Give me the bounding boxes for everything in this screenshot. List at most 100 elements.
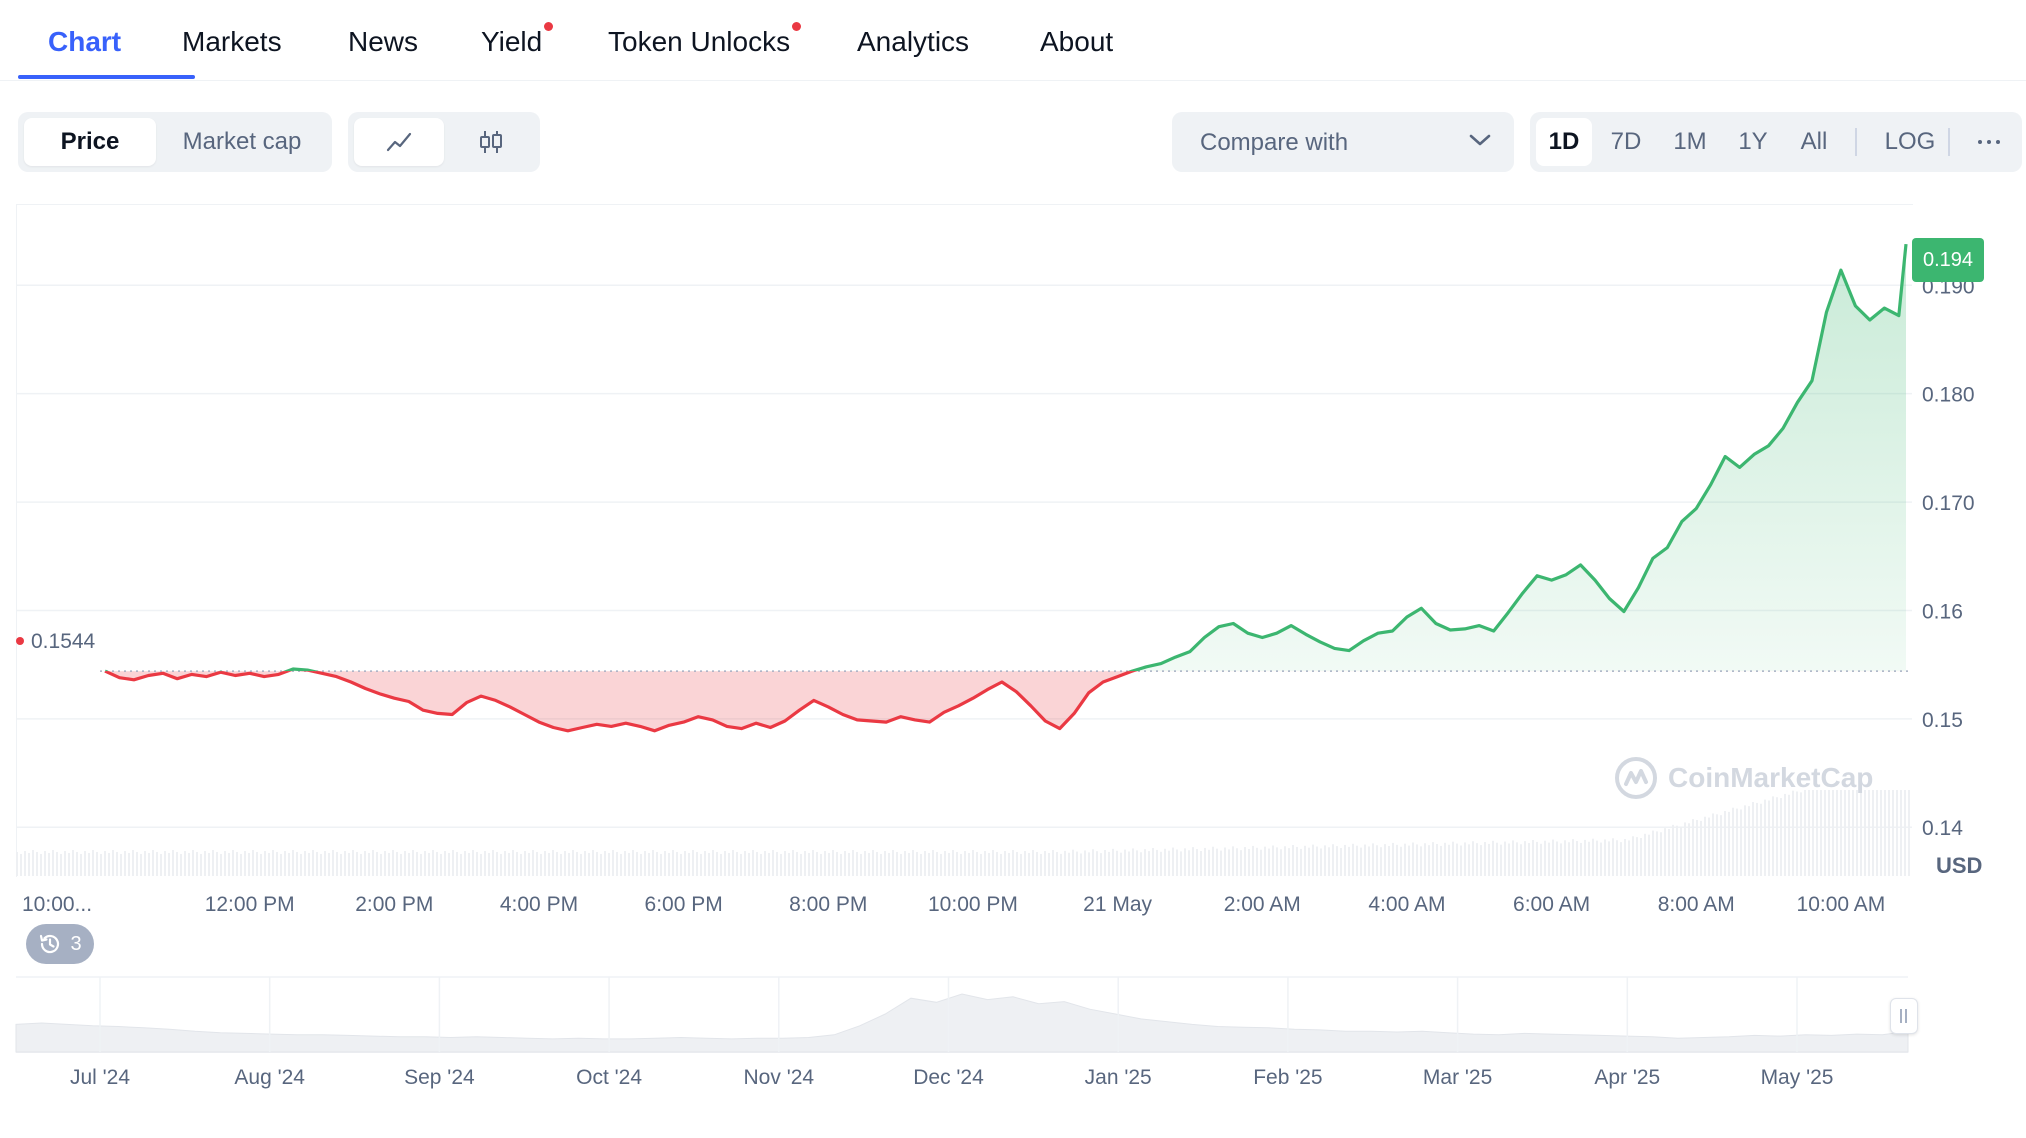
volume-bar xyxy=(1108,851,1110,876)
volume-bar xyxy=(1500,844,1502,876)
volume-bar xyxy=(1408,845,1410,876)
volume-bar xyxy=(1340,848,1342,876)
divider xyxy=(1855,128,1857,156)
volume-bar xyxy=(1760,803,1762,876)
tab-markets[interactable]: Markets xyxy=(182,26,282,58)
volume-bar xyxy=(1548,842,1550,876)
volume-bar xyxy=(1072,849,1074,876)
volume-bar xyxy=(1356,845,1358,876)
volume-bar xyxy=(620,854,622,876)
volume-bar xyxy=(492,850,494,876)
volume-bar xyxy=(788,853,790,876)
tab-chart[interactable]: Chart xyxy=(48,26,121,58)
range-1d-button[interactable]: 1D xyxy=(1536,118,1592,166)
volume-bar xyxy=(404,851,406,876)
volume-bar xyxy=(1880,790,1882,876)
volume-bar xyxy=(72,850,74,876)
overview-tick-label: May '25 xyxy=(1761,1066,1834,1089)
volume-bar xyxy=(200,854,202,876)
volume-bar xyxy=(428,853,430,876)
compare-with-dropdown[interactable]: Compare with xyxy=(1172,112,1514,172)
tab-token-unlocks[interactable]: Token Unlocks xyxy=(608,22,802,58)
volume-bar xyxy=(380,854,382,876)
volume-bar xyxy=(1076,851,1078,876)
volume-bar xyxy=(1592,838,1594,876)
volume-bar xyxy=(780,854,782,876)
overview-tick-label: Apr '25 xyxy=(1594,1066,1660,1089)
volume-bar xyxy=(1096,851,1098,876)
volume-bar xyxy=(1612,838,1614,876)
candlestick-chart-button[interactable] xyxy=(446,118,536,166)
tab-analytics[interactable]: Analytics xyxy=(857,26,969,58)
history-events-button[interactable]: 3 xyxy=(26,924,94,964)
line-chart-button[interactable] xyxy=(354,118,444,166)
tab-label: Chart xyxy=(48,26,122,57)
volume-bar xyxy=(1276,847,1278,876)
volume-bar xyxy=(1820,790,1822,876)
volume-bar xyxy=(1708,817,1710,876)
overview-tick-label: Sep '24 xyxy=(404,1066,475,1089)
volume-bar xyxy=(1456,843,1458,876)
volume-bar xyxy=(904,851,906,876)
volume-bar xyxy=(1632,836,1634,876)
tab-news[interactable]: News xyxy=(348,26,418,58)
volume-bar xyxy=(1016,852,1018,876)
range-slider-handle[interactable] xyxy=(1890,998,1918,1034)
volume-bar xyxy=(564,851,566,876)
volume-bar xyxy=(964,851,966,876)
volume-bar xyxy=(400,854,402,876)
chart-area[interactable] xyxy=(16,204,1913,877)
volume-bar xyxy=(1744,805,1746,876)
volume-bar xyxy=(1304,845,1306,876)
volume-bar xyxy=(332,850,334,876)
more-icon xyxy=(1978,140,2000,144)
volume-bar xyxy=(396,852,398,876)
volume-bar xyxy=(356,852,358,876)
range-1y-button[interactable]: 1Y xyxy=(1724,118,1782,166)
tab-yield[interactable]: Yield xyxy=(481,22,554,58)
volume-bar xyxy=(760,854,762,876)
history-count: 3 xyxy=(70,932,82,955)
volume-bar xyxy=(912,850,914,876)
x-axis-tick-label: 4:00 PM xyxy=(500,893,578,916)
volume-bar xyxy=(1560,843,1562,876)
volume-bar xyxy=(1328,847,1330,876)
volume-bar xyxy=(276,852,278,876)
volume-bar xyxy=(1444,842,1446,876)
volume-bar xyxy=(1736,808,1738,876)
volume-bar xyxy=(1416,844,1418,876)
volume-bar xyxy=(504,851,506,876)
volume-bar xyxy=(1556,841,1558,876)
volume-bar xyxy=(712,850,714,876)
more-options-button[interactable] xyxy=(1962,118,2016,166)
volume-bar xyxy=(748,853,750,876)
volume-bar xyxy=(1248,848,1250,876)
tab-about[interactable]: About xyxy=(1040,26,1113,58)
volume-bar xyxy=(1092,849,1094,876)
volume-bar xyxy=(172,850,174,876)
volume-bar xyxy=(1200,850,1202,876)
currency-label: USD xyxy=(1936,853,1983,878)
range-1m-button[interactable]: 1M xyxy=(1660,118,1720,166)
range-7d-button[interactable]: 7D xyxy=(1596,118,1656,166)
volume-bar xyxy=(676,852,678,876)
overview-area xyxy=(15,993,1909,1053)
volume-bar xyxy=(1720,815,1722,876)
volume-bar xyxy=(1788,794,1790,876)
volume-bar xyxy=(1624,839,1626,876)
price-button[interactable]: Price xyxy=(24,118,156,166)
volume-bar xyxy=(232,850,234,876)
volume-bar xyxy=(1904,790,1906,876)
volume-bar xyxy=(548,853,550,876)
tab-label: News xyxy=(348,26,419,57)
volume-bar xyxy=(80,854,82,876)
x-axis-tick-label: 6:00 AM xyxy=(1513,893,1590,916)
volume-bar xyxy=(1600,842,1602,876)
price-area-up xyxy=(105,244,1906,672)
log-scale-button[interactable]: LOG xyxy=(1870,118,1950,166)
range-all-button[interactable]: All xyxy=(1784,118,1844,166)
market-cap-button[interactable]: Market cap xyxy=(158,118,326,166)
volume-bar xyxy=(1616,840,1618,876)
volume-bar xyxy=(52,850,54,876)
